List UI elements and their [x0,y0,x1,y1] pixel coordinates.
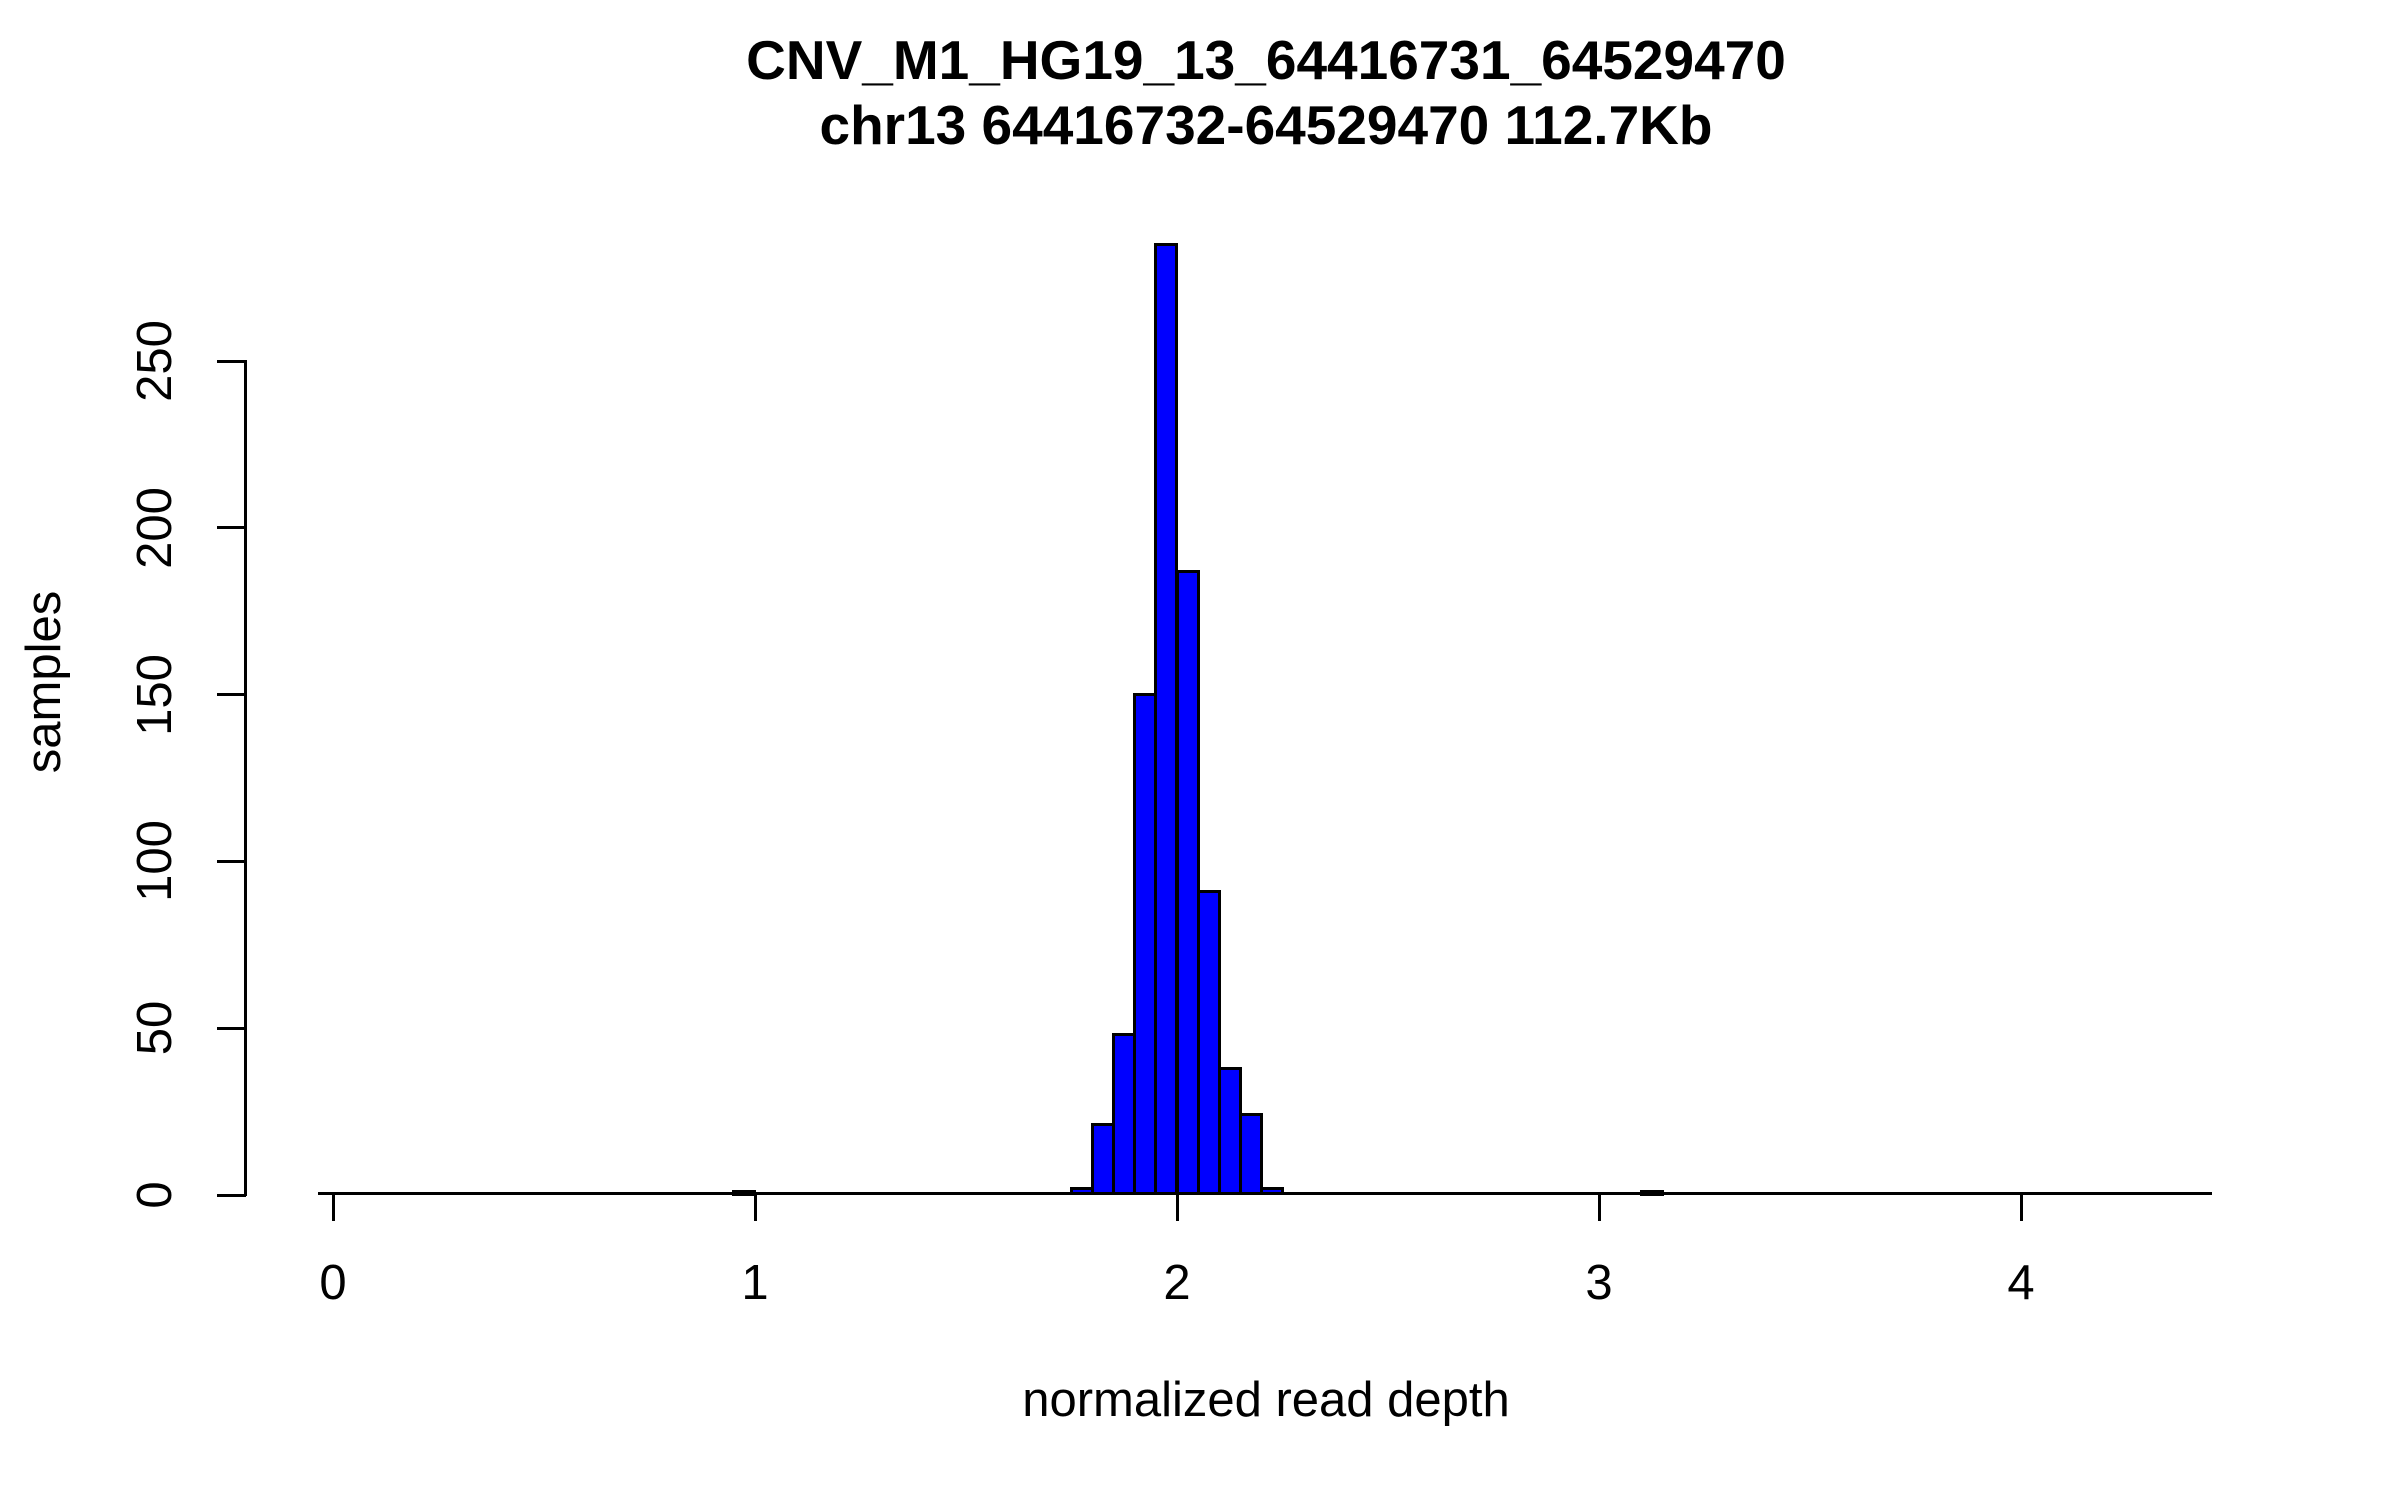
y-axis-tick-label: 100 [128,820,182,903]
y-axis-tick [217,359,246,363]
y-axis-tick [217,859,246,863]
y-axis-tick [217,1026,246,1030]
x-axis-tick [1175,1192,1179,1221]
x-axis-tick [753,1192,757,1221]
x-axis-tick-label: 3 [1585,1256,1613,1310]
x-axis-tick [2019,1192,2023,1221]
y-axis-tick-label: 50 [128,1000,182,1056]
x-axis-tick-label: 4 [2007,1256,2035,1310]
histogram-bar [1259,1186,1284,1195]
y-axis-tick-label: 200 [128,486,182,569]
x-axis-tick-label: 0 [319,1256,347,1310]
y-axis-line [244,360,247,1196]
histogram-bar [1238,1113,1263,1195]
chart-title-line2: chr13 64416732-64529470 112.7Kb [819,94,1713,156]
chart-title-line1: CNV_M1_HG19_13_64416731_64529470 [746,29,1786,91]
y-axis-tick-label: 0 [128,1181,182,1209]
y-axis-tick [217,693,246,697]
histogram-bar [1091,1123,1116,1195]
histogram-bar [1639,1190,1664,1197]
y-axis-tick-label: 150 [128,653,182,736]
x-axis-tick [1597,1192,1601,1221]
y-axis-tick-label: 250 [128,320,182,402]
x-axis-tick-label: 1 [741,1256,769,1310]
y-axis-tick [217,526,246,530]
histogram-bar [1175,569,1200,1195]
y-axis-title: samples [17,590,71,774]
y-axis-tick [217,1193,246,1197]
histogram-bar [732,1190,757,1197]
histogram-bar [1196,889,1221,1195]
x-axis-tick [331,1192,335,1221]
x-axis-title: normalized read depth [1022,1373,1510,1427]
x-axis-tick-label: 2 [1163,1256,1191,1310]
chart-title: CNV_M1_HG19_13_64416731_64529470 chr13 6… [746,28,1786,158]
